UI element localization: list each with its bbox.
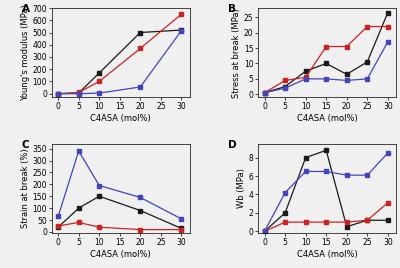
X-axis label: C4ASA (mol%): C4ASA (mol%): [90, 114, 151, 123]
Text: C: C: [22, 140, 29, 150]
Y-axis label: Wb (MPa): Wb (MPa): [237, 169, 246, 209]
X-axis label: C4ASA (mol%): C4ASA (mol%): [90, 250, 151, 259]
Y-axis label: Strain at break (%): Strain at break (%): [21, 149, 30, 228]
X-axis label: C4ASA (mol%): C4ASA (mol%): [297, 250, 358, 259]
Y-axis label: Stress at break (MPa): Stress at break (MPa): [232, 8, 241, 98]
Y-axis label: Young's modulus (MPa): Young's modulus (MPa): [21, 4, 30, 101]
X-axis label: C4ASA (mol%): C4ASA (mol%): [297, 114, 358, 123]
Text: B: B: [228, 5, 236, 14]
Text: D: D: [228, 140, 237, 150]
Text: A: A: [22, 5, 30, 14]
